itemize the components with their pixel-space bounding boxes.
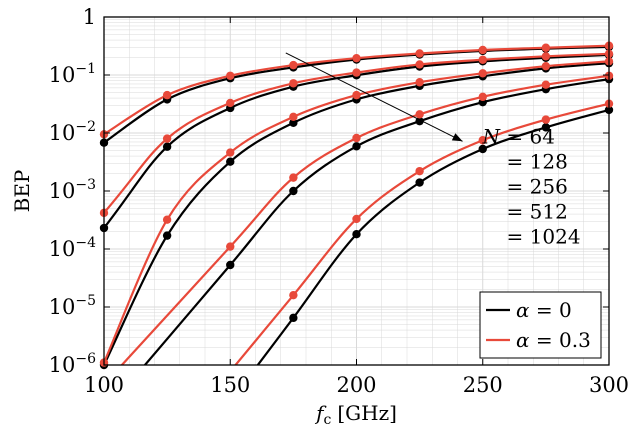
legend-label-alpha0: α = 0 bbox=[516, 298, 572, 322]
series-markers bbox=[99, 41, 614, 370]
data-point-alpha03-n1024 bbox=[289, 290, 298, 300]
legend-box bbox=[479, 291, 602, 359]
data-point-alpha03-n256 bbox=[541, 61, 551, 71]
x-tick-label: 250 bbox=[463, 373, 503, 397]
series-line-alpha0-n512 bbox=[143, 78, 609, 365]
x-tick-label: 150 bbox=[210, 373, 250, 397]
data-point-alpha03-n64 bbox=[478, 45, 487, 55]
data-point-alpha03-n256 bbox=[478, 69, 487, 78]
data-point-alpha03-n512 bbox=[226, 242, 235, 251]
data-point-alpha03-n128 bbox=[162, 134, 172, 143]
x-axis-label-sub: c bbox=[324, 412, 332, 428]
data-point-alpha03-n64 bbox=[289, 60, 298, 70]
data-point-alpha03-n512 bbox=[541, 80, 551, 89]
data-point-alpha0-n1024 bbox=[352, 229, 361, 239]
y-tick-label: 1 bbox=[83, 5, 96, 29]
annotation-line: = 512 bbox=[507, 199, 568, 223]
data-point-alpha03-n256 bbox=[226, 148, 235, 157]
data-point-alpha0-n256 bbox=[226, 157, 235, 166]
data-point-alpha03-n1024 bbox=[478, 136, 487, 145]
data-point-alpha03-n64 bbox=[352, 53, 361, 63]
annotation-line: N = 64 bbox=[482, 124, 555, 148]
legend-label-alpha03: α = 0.3 bbox=[516, 328, 591, 352]
data-point-alpha0-n1024 bbox=[415, 178, 424, 187]
data-point-alpha0-n512 bbox=[226, 260, 235, 270]
data-point-alpha03-n64 bbox=[541, 43, 551, 52]
x-tick-label: 100 bbox=[84, 373, 124, 397]
y-tick-label: 10−3 bbox=[49, 177, 96, 203]
annotation-line: = 256 bbox=[507, 174, 568, 198]
x-tick-label: 300 bbox=[589, 373, 629, 397]
y-tick-label: 10−4 bbox=[49, 235, 96, 261]
data-point-alpha03-n256 bbox=[352, 90, 361, 100]
annotation-line: = 1024 bbox=[507, 224, 581, 248]
data-point-alpha03-n1024 bbox=[415, 166, 424, 176]
data-point-alpha0-n1024 bbox=[478, 144, 487, 154]
annotation-arrow-line bbox=[285, 52, 463, 142]
data-point-alpha03-n128 bbox=[478, 55, 487, 64]
y-tick-label: 10−6 bbox=[49, 351, 96, 377]
data-point-alpha03-n128 bbox=[352, 68, 361, 77]
data-point-alpha03-n1024 bbox=[352, 214, 361, 224]
data-point-alpha03-n128 bbox=[541, 52, 551, 61]
data-point-alpha03-n256 bbox=[289, 112, 298, 122]
n-annotation: N = 64= 128= 256= 512= 1024 bbox=[285, 52, 581, 248]
data-point-alpha0-n128 bbox=[162, 142, 172, 151]
data-point-alpha03-n64 bbox=[415, 49, 424, 58]
data-point-alpha03-n64 bbox=[226, 71, 235, 80]
data-point-alpha03-n256 bbox=[162, 215, 172, 224]
y-tick-label: 10−1 bbox=[49, 61, 96, 87]
data-point-alpha0-n256 bbox=[289, 118, 298, 127]
y-axis-label: BEP bbox=[10, 170, 34, 213]
data-point-alpha03-n512 bbox=[289, 173, 298, 182]
annotation-arrow-head bbox=[451, 133, 463, 142]
data-point-alpha03-n128 bbox=[289, 79, 298, 88]
data-point-alpha03-n512 bbox=[478, 92, 487, 102]
data-point-alpha0-n1024 bbox=[541, 123, 551, 132]
data-point-alpha03-n128 bbox=[226, 98, 235, 108]
x-tick-label: 200 bbox=[336, 373, 376, 397]
axis-ticks: 100 150 200 250 300 10−6 10−5 10−4 10−3 10−2 10−1 1 bbox=[49, 5, 629, 397]
series-line-alpha03-n512 bbox=[120, 74, 609, 365]
data-point-alpha03-n256 bbox=[415, 78, 424, 87]
data-point-alpha03-n512 bbox=[415, 110, 424, 119]
series-line-alpha0-n256 bbox=[104, 62, 609, 365]
data-point-alpha0-n512 bbox=[352, 142, 361, 151]
y-tick-label: 10−5 bbox=[49, 293, 96, 319]
data-point-alpha03-n128 bbox=[415, 60, 424, 69]
data-point-alpha03-n64 bbox=[162, 90, 172, 100]
legend: α = 0 α = 0.3 bbox=[479, 291, 602, 359]
data-point-alpha03-n512 bbox=[352, 133, 361, 143]
data-point-alpha0-n256 bbox=[162, 231, 172, 240]
x-axis-label-unit: [GHz] bbox=[337, 401, 397, 425]
x-axis-label: fc [GHz] bbox=[314, 401, 397, 428]
annotation-line: = 128 bbox=[507, 149, 568, 173]
series-line-alpha03-n256 bbox=[104, 60, 609, 365]
data-point-alpha03-n1024 bbox=[541, 115, 551, 124]
y-tick-label: 10−2 bbox=[49, 119, 96, 145]
data-point-alpha0-n1024 bbox=[289, 313, 298, 323]
data-point-alpha0-n512 bbox=[289, 186, 298, 196]
